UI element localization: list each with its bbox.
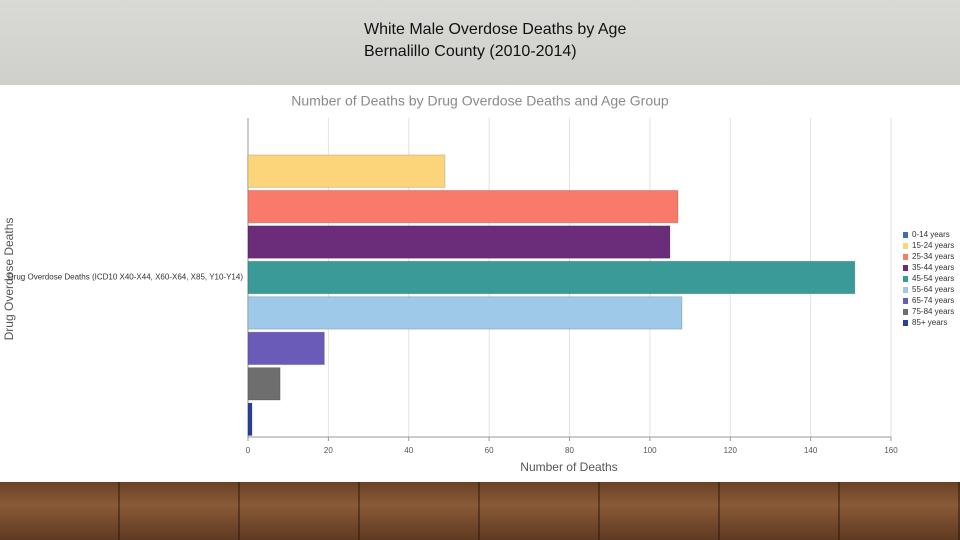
legend-label: 45-54 years <box>912 274 954 283</box>
x-tick-label: 80 <box>565 446 574 455</box>
x-tick-label: 140 <box>804 446 818 455</box>
bar <box>247 296 683 330</box>
chart-title: Number of Deaths by Drug Overdose Deaths… <box>291 93 669 109</box>
legend-swatch <box>903 265 908 271</box>
chart: Number of Deaths by Drug Overdose Deaths… <box>2 93 954 474</box>
legend-label: 55-64 years <box>912 285 954 294</box>
legend-label: 25-34 years <box>912 252 954 261</box>
bar <box>247 225 671 259</box>
x-tick-label: 40 <box>404 446 413 455</box>
bar <box>247 331 325 366</box>
legend-label: 75-84 years <box>912 307 954 316</box>
legend-label: 65-74 years <box>912 296 954 305</box>
bar <box>247 367 281 401</box>
legend-swatch <box>903 276 908 282</box>
title-band <box>0 0 960 85</box>
legend-label: 0-14 years <box>912 230 950 239</box>
legend-swatch <box>903 287 908 293</box>
wood-floor <box>0 482 960 540</box>
legend-label: 15-24 years <box>912 241 954 250</box>
legend-swatch <box>903 298 908 304</box>
bar <box>247 402 253 436</box>
legend-swatch <box>903 254 908 260</box>
x-axis-title: Number of Deaths <box>520 460 617 474</box>
slide-title: White Male Overdose Deaths by Age Bernal… <box>364 21 627 60</box>
x-tick-label: 20 <box>324 446 333 455</box>
bar <box>247 260 856 295</box>
legend-label: 35-44 years <box>912 263 954 272</box>
x-tick-label: 60 <box>485 446 494 455</box>
legend-label: 85+ years <box>912 318 947 327</box>
legend-swatch <box>903 320 908 326</box>
x-tick-label: 120 <box>724 446 738 455</box>
bar <box>247 189 679 224</box>
legend-swatch <box>903 243 908 249</box>
x-tick-label: 0 <box>246 446 251 455</box>
x-tick-label: 100 <box>643 446 657 455</box>
bar <box>247 154 446 188</box>
x-tick-label: 160 <box>884 446 898 455</box>
legend-swatch <box>903 232 908 238</box>
y-tick-label: Drug Overdose Deaths (ICD10 X40-X44, X60… <box>8 273 243 282</box>
y-axis-title: Drug Overdose Deaths <box>2 218 16 341</box>
legend-swatch <box>903 309 908 315</box>
